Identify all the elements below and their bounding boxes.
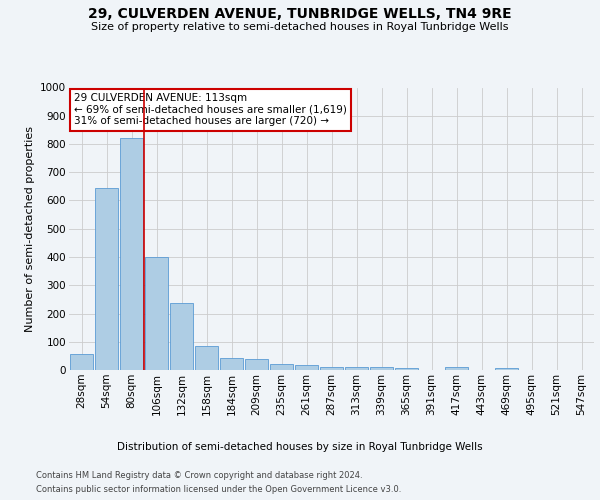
Bar — [395, 368, 418, 370]
Bar — [295, 365, 318, 370]
Text: Distribution of semi-detached houses by size in Royal Tunbridge Wells: Distribution of semi-detached houses by … — [117, 442, 483, 452]
Bar — [170, 303, 193, 370]
Bar — [145, 257, 168, 370]
Bar — [195, 346, 218, 370]
Text: Size of property relative to semi-detached houses in Royal Tunbridge Wells: Size of property relative to semi-detach… — [91, 22, 509, 32]
Bar — [445, 368, 468, 370]
Bar — [495, 368, 518, 370]
Text: 29 CULVERDEN AVENUE: 113sqm
← 69% of semi-detached houses are smaller (1,619)
31: 29 CULVERDEN AVENUE: 113sqm ← 69% of sem… — [74, 93, 347, 126]
Text: Contains HM Land Registry data © Crown copyright and database right 2024.: Contains HM Land Registry data © Crown c… — [36, 471, 362, 480]
Bar — [245, 360, 268, 370]
Text: 29, CULVERDEN AVENUE, TUNBRIDGE WELLS, TN4 9RE: 29, CULVERDEN AVENUE, TUNBRIDGE WELLS, T… — [88, 8, 512, 22]
Y-axis label: Number of semi-detached properties: Number of semi-detached properties — [25, 126, 35, 332]
Bar — [220, 358, 243, 370]
Bar — [345, 366, 368, 370]
Bar — [370, 368, 393, 370]
Bar — [95, 188, 118, 370]
Bar — [70, 354, 93, 370]
Bar — [270, 364, 293, 370]
Text: Contains public sector information licensed under the Open Government Licence v3: Contains public sector information licen… — [36, 485, 401, 494]
Bar — [320, 368, 343, 370]
Bar — [120, 138, 143, 370]
